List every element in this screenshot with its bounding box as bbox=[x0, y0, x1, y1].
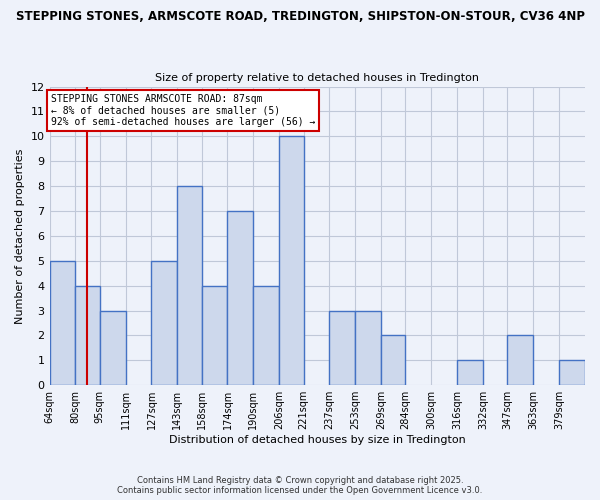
Bar bbox=[50, 261, 76, 385]
Bar bbox=[151, 261, 178, 385]
Bar bbox=[508, 336, 533, 385]
Text: STEPPING STONES, ARMSCOTE ROAD, TREDINGTON, SHIPSTON-ON-STOUR, CV36 4NP: STEPPING STONES, ARMSCOTE ROAD, TREDINGT… bbox=[16, 10, 584, 23]
Bar bbox=[178, 186, 202, 385]
Bar bbox=[253, 286, 279, 385]
Bar bbox=[100, 310, 125, 385]
Title: Size of property relative to detached houses in Tredington: Size of property relative to detached ho… bbox=[155, 73, 479, 83]
Text: Contains HM Land Registry data © Crown copyright and database right 2025.
Contai: Contains HM Land Registry data © Crown c… bbox=[118, 476, 482, 495]
Text: STEPPING STONES ARMSCOTE ROAD: 87sqm
← 8% of detached houses are smaller (5)
92%: STEPPING STONES ARMSCOTE ROAD: 87sqm ← 8… bbox=[51, 94, 316, 127]
Bar bbox=[202, 286, 227, 385]
Bar bbox=[559, 360, 585, 385]
Bar bbox=[76, 286, 100, 385]
Bar bbox=[227, 211, 253, 385]
Bar bbox=[329, 310, 355, 385]
Bar bbox=[457, 360, 483, 385]
Bar bbox=[381, 336, 406, 385]
Y-axis label: Number of detached properties: Number of detached properties bbox=[15, 148, 25, 324]
X-axis label: Distribution of detached houses by size in Tredington: Distribution of detached houses by size … bbox=[169, 435, 466, 445]
Bar bbox=[279, 136, 304, 385]
Bar bbox=[355, 310, 381, 385]
